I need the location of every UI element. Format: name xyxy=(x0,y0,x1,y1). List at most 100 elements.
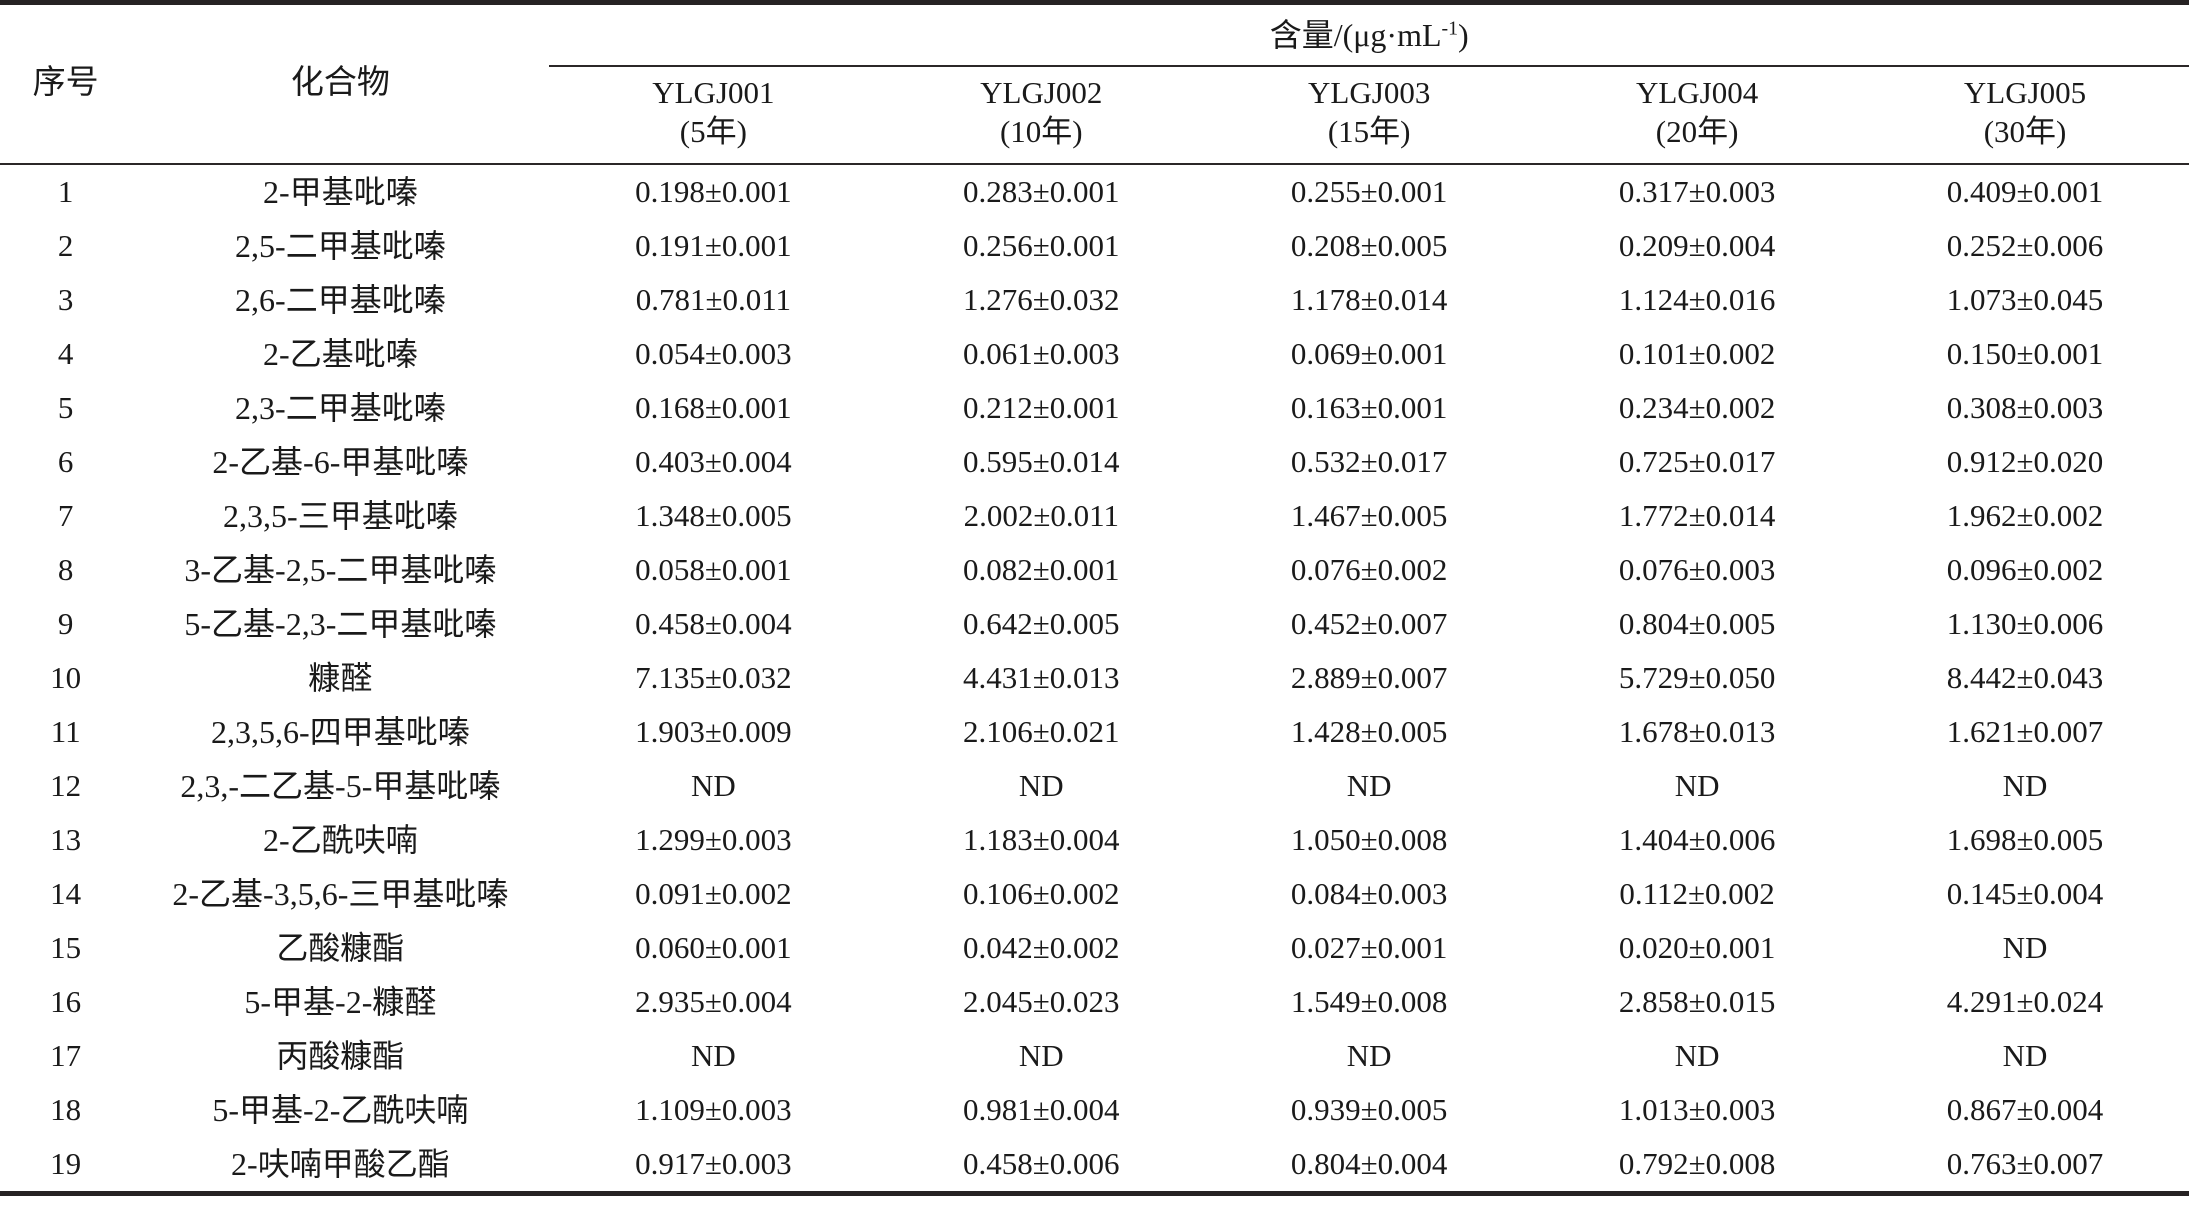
col-header-content-unit: 含量/(μg·mL-1) xyxy=(549,2,2189,67)
value-cell-ylgj002: 2.106±0.021 xyxy=(963,713,1120,749)
value-cell-ylgj002: ND xyxy=(1018,767,1064,803)
value-cell-ylgj002: 2.002±0.011 xyxy=(963,497,1119,533)
row-index-cell: 1 xyxy=(57,173,74,209)
value-cell-ylgj004: 0.804±0.005 xyxy=(1618,605,1776,641)
col-header-ylgj002: YLGJ002 (10年) xyxy=(877,66,1206,165)
row-index-cell: 7 xyxy=(57,497,74,533)
value-cell-ylgj001: 0.058±0.001 xyxy=(635,551,792,587)
sample-year: (10年) xyxy=(999,114,1083,149)
value-cell-ylgj004: ND xyxy=(1674,1037,1720,1073)
value-cell-ylgj001: 0.781±0.011 xyxy=(635,281,792,317)
value-cell-ylgj001: 7.135±0.032 xyxy=(635,659,792,695)
table-row: 3 2,6-二甲基吡嗪 0.781±0.011 1.276±0.032 1.178±0.… xyxy=(0,273,2189,327)
value-cell-ylgj002: 0.106±0.002 xyxy=(963,875,1120,911)
row-index-cell: 3 xyxy=(57,281,74,317)
value-cell-ylgj003: 0.069±0.001 xyxy=(1290,335,1448,371)
value-cell-ylgj004: 0.725±0.017 xyxy=(1618,443,1776,479)
value-cell-ylgj001: 0.458±0.004 xyxy=(635,605,792,641)
value-cell-ylgj004: 0.076±0.003 xyxy=(1618,551,1776,587)
value-cell-ylgj002: 0.642±0.005 xyxy=(963,605,1120,641)
value-cell-ylgj003: ND xyxy=(1346,767,1392,803)
compound-cell: 5-甲基-2-乙酰呋喃 xyxy=(212,1092,469,1128)
compound-cell: 2,3,5,6-四甲基吡嗪 xyxy=(211,714,470,750)
value-cell-ylgj003: 1.549±0.008 xyxy=(1290,983,1448,1019)
table-header: 序号 化合物 含量/(μg·mL-1) YLGJ001 (5年) YLGJ002… xyxy=(0,2,2189,165)
row-index-cell: 10 xyxy=(50,659,82,695)
value-cell-ylgj003: 1.467±0.005 xyxy=(1290,497,1448,533)
value-cell-ylgj004: 1.404±0.006 xyxy=(1618,821,1776,857)
value-cell-ylgj005: 8.442±0.043 xyxy=(1946,659,2104,695)
value-cell-ylgj004: 0.020±0.001 xyxy=(1618,929,1776,965)
value-cell-ylgj005: 0.409±0.001 xyxy=(1946,173,2104,209)
value-cell-ylgj002: 1.183±0.004 xyxy=(963,821,1120,857)
row-index-cell: 18 xyxy=(50,1091,82,1127)
value-cell-ylgj001: 0.191±0.001 xyxy=(635,227,792,263)
header-row-samples: YLGJ001 (5年) YLGJ002 (10年) YLGJ003 (15年)… xyxy=(0,66,2189,165)
value-cell-ylgj001: 0.091±0.002 xyxy=(635,875,792,911)
row-index-cell: 19 xyxy=(50,1145,82,1181)
sample-code: YLGJ003 xyxy=(1308,75,1431,111)
table-row: 19 2-呋喃甲酸乙酯 0.917±0.003 0.458±0.006 0.804±0.… xyxy=(0,1137,2189,1194)
sample-year: (20年) xyxy=(1655,114,1739,149)
table-row: 16 5-甲基-2-糠醛 2.935±0.004 2.045±0.023 1.549±0… xyxy=(0,975,2189,1029)
value-cell-ylgj003: 0.804±0.004 xyxy=(1290,1145,1448,1181)
value-cell-ylgj005: 0.096±0.002 xyxy=(1946,551,2104,587)
value-cell-ylgj005: ND xyxy=(2002,1037,2048,1073)
value-cell-ylgj002: 2.045±0.023 xyxy=(963,983,1120,1019)
value-cell-ylgj002: ND xyxy=(1018,1037,1064,1073)
col-header-ylgj005: YLGJ005 (30年) xyxy=(1861,66,2189,165)
table-row: 11 2,3,5,6-四甲基吡嗪 1.903±0.009 2.106±0.021 1.4… xyxy=(0,705,2189,759)
table-row: 9 5-乙基-2,3-二甲基吡嗪 0.458±0.004 0.642±0.005 0.4… xyxy=(0,597,2189,651)
col-header-ylgj003: YLGJ003 (15年) xyxy=(1205,66,1534,165)
compound-cell: 乙酸糠酯 xyxy=(276,930,405,966)
value-cell-ylgj004: 0.112±0.002 xyxy=(1619,875,1775,911)
value-cell-ylgj001: 0.054±0.003 xyxy=(635,335,792,371)
value-cell-ylgj001: 1.903±0.009 xyxy=(635,713,792,749)
unit-superscript: -1 xyxy=(1441,17,1459,40)
row-index-cell: 5 xyxy=(57,389,74,425)
value-cell-ylgj001: 1.109±0.003 xyxy=(635,1091,792,1127)
value-cell-ylgj003: 0.532±0.017 xyxy=(1290,443,1448,479)
value-cell-ylgj001: 0.198±0.001 xyxy=(635,173,792,209)
compound-cell: 2-乙酰呋喃 xyxy=(263,822,418,858)
value-cell-ylgj004: 0.317±0.003 xyxy=(1618,173,1776,209)
compound-content-table: 序号 化合物 含量/(μg·mL-1) YLGJ001 (5年) YLGJ002… xyxy=(0,0,2189,1196)
row-index-cell: 2 xyxy=(57,227,74,263)
value-cell-ylgj002: 4.431±0.013 xyxy=(963,659,1120,695)
table-row: 10 糠醛 7.135±0.032 4.431±0.013 2.889±0.007 5.7… xyxy=(0,651,2189,705)
table-row: 12 2,3,-二乙基-5-甲基吡嗪 ND ND ND ND ND xyxy=(0,759,2189,813)
col-header-ylgj001: YLGJ001 (5年) xyxy=(549,66,878,165)
value-cell-ylgj005: 0.912±0.020 xyxy=(1946,443,2104,479)
value-cell-ylgj004: 1.013±0.003 xyxy=(1618,1091,1776,1127)
value-cell-ylgj003: 0.076±0.002 xyxy=(1290,551,1448,587)
value-cell-ylgj004: 0.792±0.008 xyxy=(1618,1145,1776,1181)
sample-code: YLGJ002 xyxy=(980,75,1103,111)
value-cell-ylgj004: 0.234±0.002 xyxy=(1618,389,1776,425)
value-cell-ylgj005: 0.308±0.003 xyxy=(1946,389,2104,425)
value-cell-ylgj003: 0.163±0.001 xyxy=(1290,389,1448,425)
table-row: 5 2,3-二甲基吡嗪 0.168±0.001 0.212±0.001 0.163±0.… xyxy=(0,381,2189,435)
value-cell-ylgj003: 1.428±0.005 xyxy=(1290,713,1448,749)
value-cell-ylgj003: 0.208±0.005 xyxy=(1290,227,1448,263)
value-cell-ylgj004: 1.124±0.016 xyxy=(1618,281,1776,317)
row-index-cell: 11 xyxy=(50,713,81,749)
table-row: 7 2,3,5-三甲基吡嗪 1.348±0.005 2.002±0.011 1.467±… xyxy=(0,489,2189,543)
value-cell-ylgj002: 0.061±0.003 xyxy=(963,335,1120,371)
sample-year: (15年) xyxy=(1327,114,1411,149)
unit-text: 含量/(μg·mL xyxy=(1269,17,1442,53)
value-cell-ylgj001: ND xyxy=(690,1037,736,1073)
table-row: 18 5-甲基-2-乙酰呋喃 1.109±0.003 0.981±0.004 0.939… xyxy=(0,1083,2189,1137)
sample-code: YLGJ001 xyxy=(652,75,775,111)
table-row: 1 2-甲基吡嗪 0.198±0.001 0.283±0.001 0.255±0.001… xyxy=(0,164,2189,219)
table-row: 2 2,5-二甲基吡嗪 0.191±0.001 0.256±0.001 0.208±0.… xyxy=(0,219,2189,273)
value-cell-ylgj003: 1.178±0.014 xyxy=(1290,281,1448,317)
compound-cell: 糠醛 xyxy=(308,660,373,696)
col-header-ylgj004: YLGJ004 (20年) xyxy=(1533,66,1862,165)
header-row-top: 序号 化合物 含量/(μg·mL-1) xyxy=(0,2,2189,165)
value-cell-ylgj005: ND xyxy=(2002,767,2048,803)
value-cell-ylgj005: 0.763±0.007 xyxy=(1946,1145,2104,1181)
compound-cell: 2-呋喃甲酸乙酯 xyxy=(231,1146,450,1182)
value-cell-ylgj001: 0.917±0.003 xyxy=(635,1145,792,1181)
table-row: 4 2-乙基吡嗪 0.054±0.003 0.061±0.003 0.069±0.001… xyxy=(0,327,2189,381)
table-row: 15 乙酸糠酯 0.060±0.001 0.042±0.002 0.027±0.001 0… xyxy=(0,921,2189,975)
